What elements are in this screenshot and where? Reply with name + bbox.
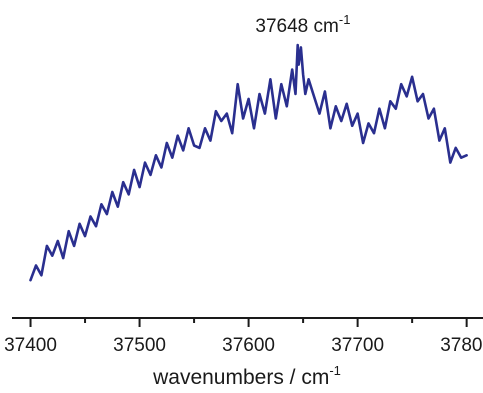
peak-annotation-label: 37648 cm-1 bbox=[255, 12, 350, 37]
spectrum-series-line bbox=[29, 43, 468, 282]
x-axis-title: wavenumbers / cm-1 bbox=[152, 363, 341, 389]
x-axis-title-exponent: -1 bbox=[329, 363, 341, 378]
x-tick-label: 37800 bbox=[440, 335, 483, 356]
x-ticks: 37400 37500 37600 37700 37800 bbox=[4, 318, 483, 356]
x-tick-label: 37400 bbox=[4, 335, 57, 356]
x-tick-label: 37700 bbox=[331, 335, 384, 356]
peak-annotation-value: 37648 cm bbox=[255, 16, 338, 37]
x-axis-title-text: wavenumbers / cm bbox=[152, 366, 329, 389]
x-axis: 37400 37500 37600 37700 37800 bbox=[4, 317, 483, 356]
x-tick-label: 37600 bbox=[222, 335, 275, 356]
peak-annotation-unit-exponent: -1 bbox=[339, 12, 351, 27]
plot-area bbox=[29, 43, 468, 282]
peak-annotation: 37648 cm-1 bbox=[255, 12, 350, 37]
x-tick-label: 37500 bbox=[113, 335, 166, 356]
